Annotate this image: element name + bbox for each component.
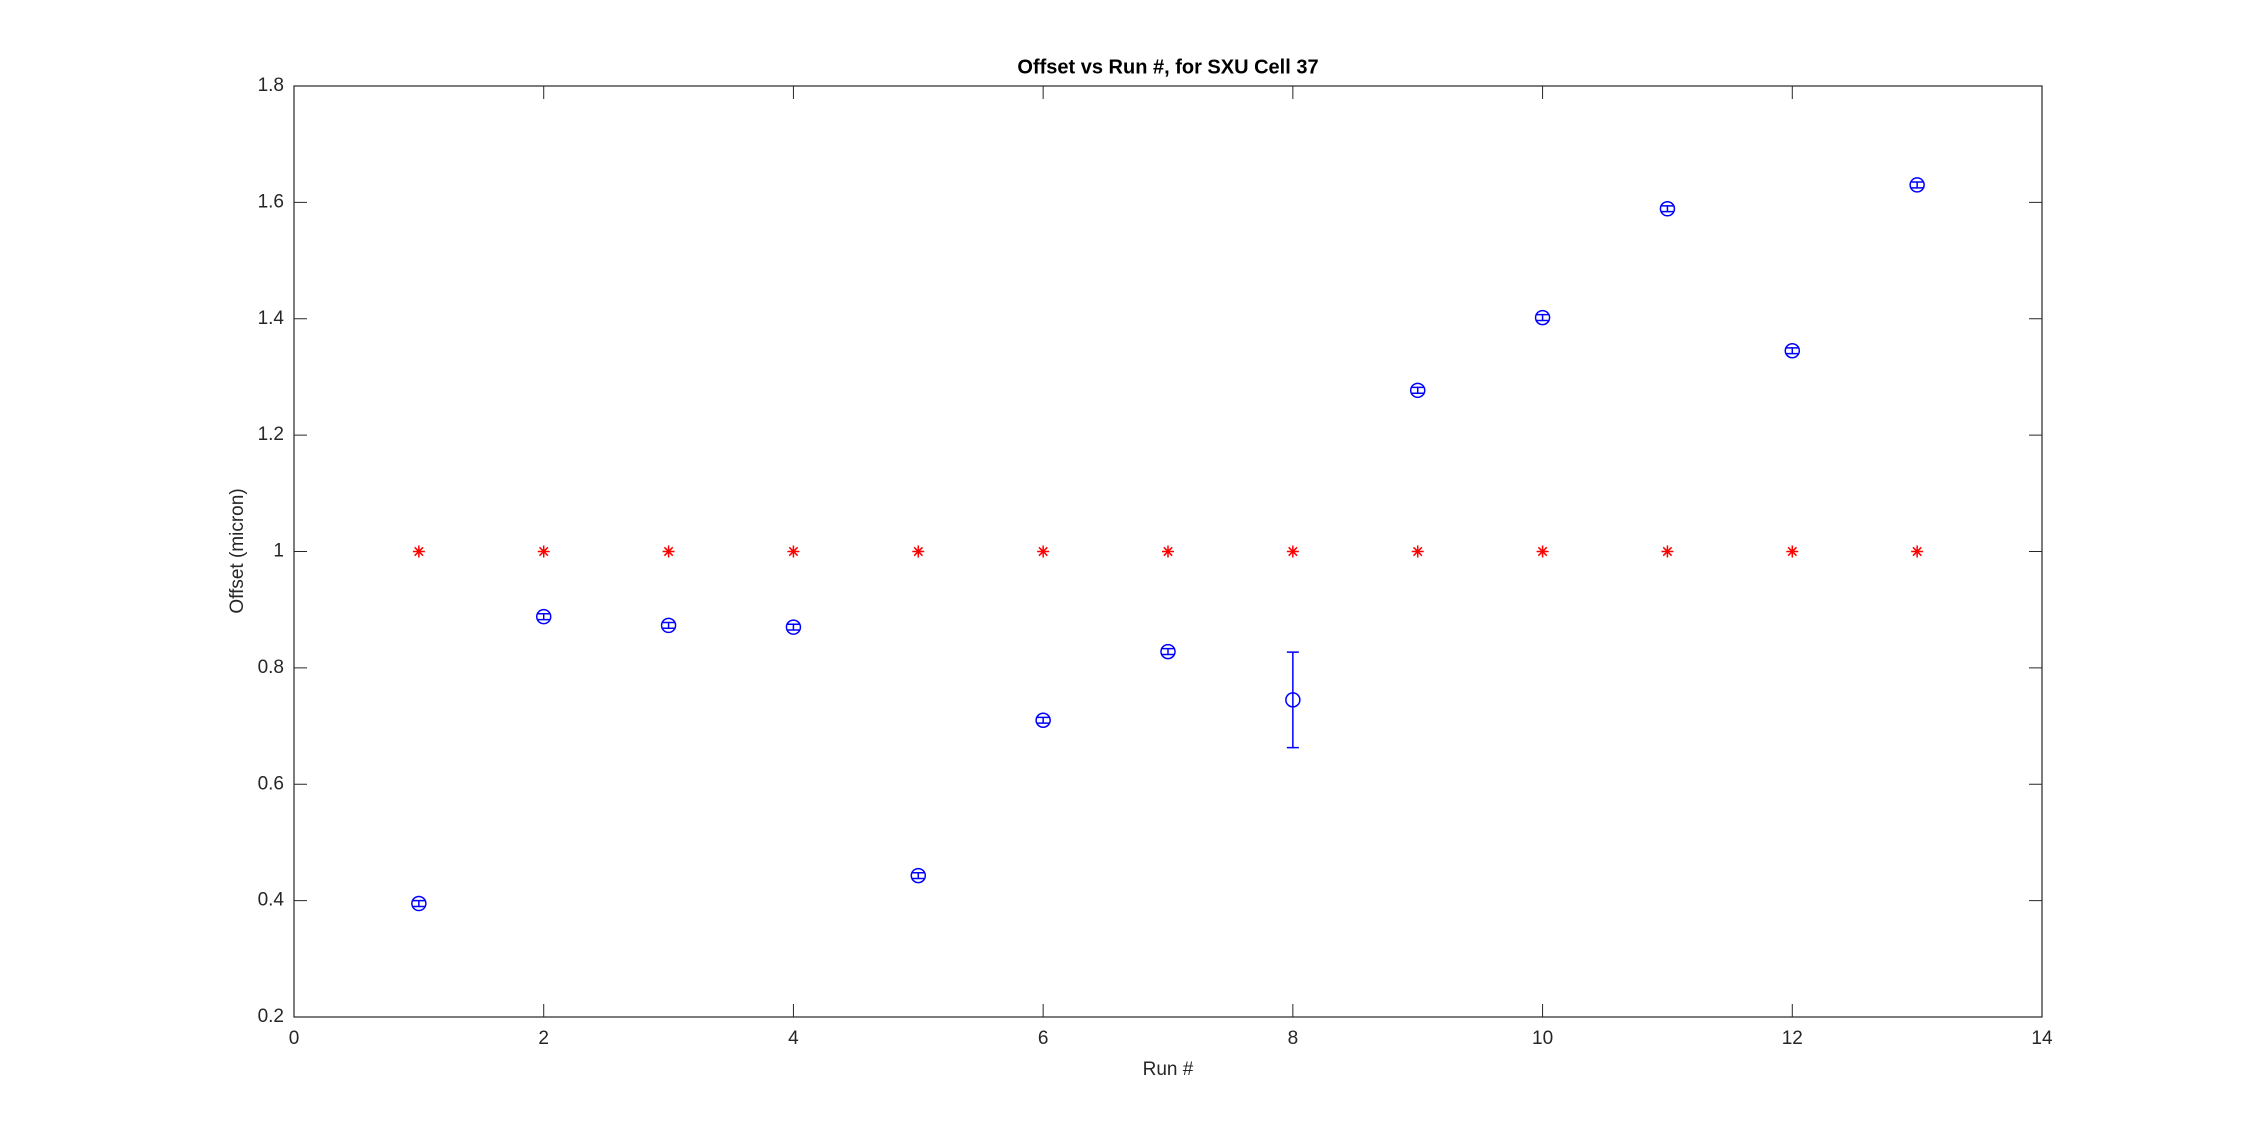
y-tick-label: 1	[273, 541, 284, 562]
point	[1909, 177, 1925, 193]
y-axis-label: Offset (micron)	[227, 488, 248, 613]
error-bar	[537, 613, 550, 621]
point	[1411, 545, 1424, 558]
y-tick-label: 1.4	[258, 308, 285, 329]
point	[535, 608, 552, 625]
point	[1285, 692, 1301, 708]
error-bar	[1411, 386, 1424, 394]
point	[1160, 643, 1176, 660]
point	[1035, 712, 1051, 728]
point	[1659, 201, 1676, 217]
point	[412, 545, 425, 558]
point	[1911, 545, 1924, 558]
x-tick-label: 2	[538, 1028, 549, 1049]
x-tick-label: 6	[1038, 1028, 1049, 1049]
error-bar	[1162, 647, 1174, 656]
y-tick-label: 1.6	[258, 191, 284, 212]
point	[660, 617, 677, 634]
point	[787, 545, 800, 558]
x-tick-label: 10	[1532, 1028, 1553, 1049]
error-bar	[662, 621, 675, 630]
point	[1536, 545, 1549, 558]
error-bar	[1911, 181, 1924, 189]
error-bar	[1286, 651, 1299, 749]
point	[662, 545, 675, 558]
point	[1409, 382, 1426, 399]
error-bar	[912, 871, 925, 880]
y-tick-label: 0.2	[258, 1006, 284, 1027]
error-bar	[1661, 205, 1674, 213]
x-tick-label: 4	[788, 1028, 799, 1049]
y-tick-label: 1.2	[258, 424, 284, 445]
y-tick-label: 1.8	[258, 75, 284, 96]
point	[1534, 309, 1551, 326]
point	[910, 867, 927, 884]
error-bar	[1037, 716, 1050, 724]
point	[912, 545, 925, 558]
point	[1037, 545, 1050, 558]
point	[1661, 545, 1674, 558]
point	[1162, 545, 1174, 558]
point	[1786, 545, 1799, 558]
y-tick-label: 0.4	[258, 890, 285, 911]
point	[537, 545, 550, 558]
error-bar	[1786, 347, 1799, 355]
x-axis-label: Run #	[1143, 1059, 1194, 1080]
y-tick-label: 0.6	[258, 773, 284, 794]
x-tick-label: 8	[1288, 1028, 1299, 1049]
x-tick-label: 14	[2031, 1028, 2053, 1049]
error-bar	[787, 623, 800, 631]
x-tick-label: 12	[1782, 1028, 1803, 1049]
point	[1784, 343, 1801, 359]
point	[1286, 545, 1299, 558]
error-bar	[1536, 313, 1549, 322]
point	[785, 619, 802, 635]
point	[411, 895, 427, 912]
error-bar	[412, 899, 425, 908]
chart-title: Offset vs Run #, for SXU Cell 37	[1017, 56, 1318, 78]
x-tick-label: 0	[289, 1028, 300, 1049]
y-tick-label: 0.8	[258, 657, 284, 678]
